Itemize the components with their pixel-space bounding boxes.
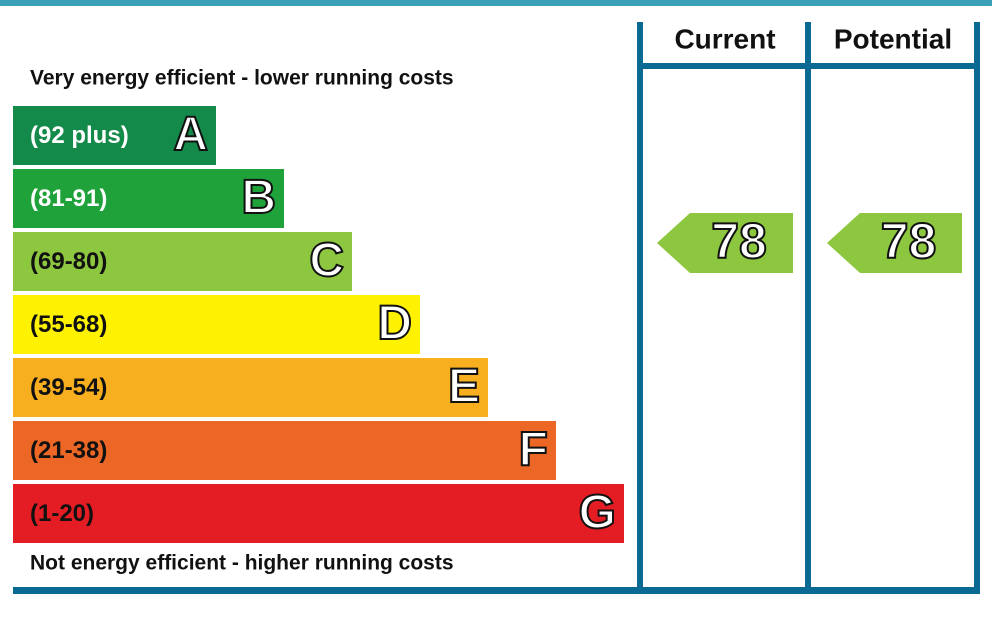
- band-bar: [13, 106, 216, 165]
- header-rule: [637, 63, 980, 69]
- band-bar: [13, 421, 556, 480]
- band-letter: B: [241, 171, 276, 224]
- column-rule: [805, 22, 811, 591]
- rating-value: 78: [711, 213, 767, 269]
- rating-arrow: [657, 213, 793, 273]
- band-bar: [13, 169, 284, 228]
- column-rule: [637, 22, 643, 591]
- band-letter: C: [309, 234, 344, 287]
- column-rule: [974, 22, 980, 591]
- band-letter: D: [377, 297, 412, 350]
- band-range: (1-20): [30, 500, 94, 527]
- band-bar: [13, 232, 352, 291]
- band-range: (39-54): [30, 374, 107, 401]
- bottom-rule: [13, 587, 980, 594]
- band-bar: [13, 295, 420, 354]
- band-letter: A: [173, 108, 208, 161]
- band-bar: [13, 484, 624, 543]
- top-note: Very energy efficient - lower running co…: [30, 67, 454, 90]
- column-header: Current: [674, 23, 775, 54]
- band-letter: F: [519, 423, 548, 476]
- band-letter: G: [579, 486, 616, 539]
- band-range: (21-38): [30, 437, 107, 464]
- bottom-note: Not energy efficient - higher running co…: [30, 552, 454, 575]
- column-header: Potential: [834, 23, 952, 54]
- band-range: (92 plus): [30, 122, 129, 149]
- top-bar: [0, 0, 992, 6]
- band-range: (81-91): [30, 185, 107, 212]
- band-range: (55-68): [30, 311, 107, 338]
- rating-value: 78: [881, 213, 937, 269]
- band-letter: E: [448, 360, 480, 413]
- rating-arrow: [827, 213, 962, 273]
- band-range: (69-80): [30, 248, 107, 275]
- band-bar: [13, 358, 488, 417]
